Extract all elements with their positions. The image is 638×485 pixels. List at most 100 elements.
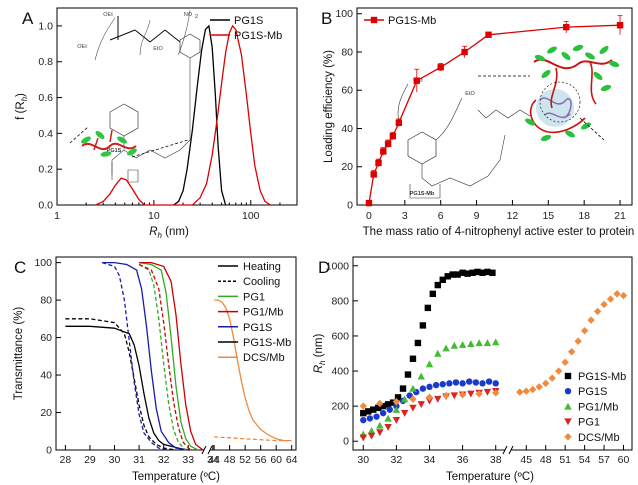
inset-text: OEt bbox=[103, 12, 113, 18]
data-point-d bbox=[529, 385, 537, 394]
data-point-d bbox=[458, 391, 467, 399]
data-point-d bbox=[479, 380, 486, 387]
data-point-b bbox=[461, 48, 468, 56]
legend-label-a: PG1S bbox=[234, 15, 263, 27]
inset-nitrophenyl-ring bbox=[179, 33, 201, 59]
panel-label-b: B bbox=[321, 9, 332, 28]
inset-structure-b: OEtEtOPG1S-Mb bbox=[397, 44, 620, 199]
plot-frame-b bbox=[356, 7, 633, 206]
inset-text: PG1S bbox=[107, 148, 122, 154]
data-point-d bbox=[376, 421, 384, 429]
x-tick-label-a: 1 bbox=[54, 210, 60, 222]
y-tick-label-c: 40 bbox=[40, 370, 52, 382]
protein-leaf-icon bbox=[561, 51, 571, 61]
y-tick-label-a: 0.2 bbox=[38, 164, 53, 176]
inset-chain bbox=[94, 9, 191, 61]
data-point-d bbox=[392, 398, 401, 406]
y-tick-label-a: 0.6 bbox=[38, 92, 53, 104]
data-point-d bbox=[425, 397, 434, 405]
x-tick-label-d: 34 bbox=[424, 454, 436, 466]
y-tick-label-b: 80 bbox=[341, 46, 353, 58]
legend-marker-b bbox=[370, 16, 378, 24]
data-point-d bbox=[561, 358, 569, 366]
data-point-b bbox=[395, 119, 403, 126]
data-point-d bbox=[409, 355, 417, 362]
x-tick-label-b: 15 bbox=[542, 210, 554, 222]
series-line-a bbox=[95, 24, 271, 206]
y-tick-label-a: 0.4 bbox=[38, 128, 53, 140]
y-axis-title-b: Loading efficiency (%) bbox=[323, 50, 335, 163]
data-point-b bbox=[616, 22, 624, 29]
x-tick-label-d: 48 bbox=[540, 454, 552, 466]
protein-leaf-icon bbox=[525, 118, 535, 126]
panel-a: A OEt OEt EtO NO 2 PG1S 1 10 100 0.0 0.2 0.4 0.6 0.8 1.… bbox=[15, 7, 298, 240]
data-point-d bbox=[492, 389, 500, 397]
data-point-d bbox=[587, 316, 595, 324]
inset-backbone bbox=[397, 83, 531, 199]
inset-text: NO bbox=[184, 12, 193, 18]
y-axis-title-a: f (Rh) bbox=[15, 93, 29, 120]
legend-label-c: PG1S bbox=[243, 322, 272, 334]
series-line-c bbox=[65, 318, 177, 451]
data-point-d bbox=[379, 402, 387, 410]
x-tick-label-d: 57 bbox=[598, 454, 610, 466]
data-point-b bbox=[365, 199, 373, 207]
data-point-b bbox=[413, 77, 420, 84]
x-tick-label-d: 45 bbox=[520, 454, 532, 466]
data-point-d bbox=[374, 404, 382, 412]
data-point-d bbox=[574, 337, 582, 345]
data-point-d bbox=[472, 379, 480, 386]
data-point-d bbox=[483, 388, 492, 396]
data-point-d bbox=[367, 432, 376, 440]
protein-leaf-icon bbox=[565, 130, 575, 138]
data-point-d bbox=[400, 395, 409, 403]
legend-label-b: PG1S-Mb bbox=[388, 15, 436, 27]
x-axis-title-a: Rh (nm) bbox=[149, 226, 189, 240]
axis-break-mark-c bbox=[207, 445, 213, 455]
protein-leaf-icon bbox=[534, 54, 546, 62]
inset-benzene-ring bbox=[109, 103, 139, 137]
legend-label-c: Cooling bbox=[243, 276, 280, 288]
protein-leaf-icon bbox=[81, 136, 91, 144]
legend-label-d: PG1 bbox=[578, 417, 600, 429]
y-tick-label-b: 0 bbox=[347, 200, 353, 212]
protein-leaf-icon bbox=[600, 84, 612, 92]
inset-backbone bbox=[111, 58, 191, 175]
inset-pointer bbox=[131, 139, 189, 158]
axis-break-d bbox=[505, 445, 511, 455]
y-tick-label-d: 600 bbox=[331, 330, 349, 342]
data-point-d bbox=[485, 378, 493, 385]
legend-label-c: Heating bbox=[243, 261, 281, 273]
polymer-chain-icon bbox=[550, 61, 597, 109]
x-tick-label-d: 30 bbox=[357, 454, 369, 466]
data-point-d bbox=[593, 307, 602, 316]
protein-leaf-icon bbox=[608, 60, 620, 68]
y-axis-title-d: Rh (nm) bbox=[313, 334, 327, 374]
y-tick-label-b: 60 bbox=[341, 85, 353, 97]
data-point-d bbox=[359, 434, 367, 442]
series-line-c bbox=[139, 261, 199, 451]
data-point-d bbox=[434, 395, 442, 403]
data-point-d bbox=[365, 408, 372, 415]
y-tick-label-a: 0.0 bbox=[38, 200, 53, 212]
protein-leaf-icon bbox=[95, 130, 105, 140]
data-point-d bbox=[400, 409, 409, 417]
data-point-d bbox=[409, 404, 417, 412]
data-point-d bbox=[360, 409, 367, 417]
inset-text: EtO bbox=[153, 46, 163, 52]
x-tick-label-c: 31 bbox=[133, 454, 145, 466]
data-point-d bbox=[483, 339, 492, 347]
x-tick-label-b: 18 bbox=[578, 210, 590, 222]
x-tick-label-c: 34 bbox=[207, 454, 219, 466]
y-tick-label-c: 0 bbox=[46, 445, 52, 457]
protein-leaf-icon bbox=[599, 45, 609, 55]
x-tick-label-c: 48 bbox=[224, 454, 236, 466]
series-line-c bbox=[138, 263, 192, 451]
x-tick-label-b: 9 bbox=[474, 210, 480, 222]
data-point-d bbox=[386, 406, 393, 413]
data-point-d bbox=[450, 341, 459, 349]
data-point-d bbox=[417, 372, 425, 380]
data-point-d bbox=[548, 374, 556, 382]
y-tick-label-c: 100 bbox=[34, 257, 52, 269]
